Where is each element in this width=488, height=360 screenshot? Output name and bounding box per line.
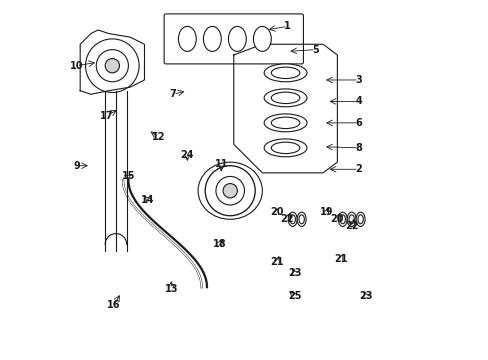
Text: 17: 17 (100, 111, 114, 121)
Text: 18: 18 (212, 239, 226, 249)
Circle shape (205, 166, 255, 216)
Text: 21: 21 (269, 257, 283, 267)
Text: 20: 20 (330, 214, 344, 224)
Ellipse shape (355, 212, 365, 226)
Ellipse shape (264, 139, 306, 157)
Ellipse shape (264, 89, 306, 107)
Text: 1: 1 (284, 21, 290, 31)
Text: 15: 15 (122, 171, 135, 181)
Circle shape (223, 184, 237, 198)
Ellipse shape (228, 26, 246, 51)
Ellipse shape (271, 142, 299, 154)
Ellipse shape (271, 117, 299, 129)
Ellipse shape (346, 212, 355, 226)
Text: 12: 12 (152, 132, 165, 142)
Ellipse shape (287, 212, 297, 226)
Text: 23: 23 (359, 291, 372, 301)
Text: 19: 19 (319, 207, 333, 217)
Circle shape (105, 59, 119, 73)
Text: 16: 16 (107, 300, 121, 310)
Ellipse shape (357, 215, 363, 224)
Polygon shape (80, 30, 144, 94)
Ellipse shape (264, 114, 306, 132)
Ellipse shape (271, 92, 299, 104)
Text: 4: 4 (355, 96, 362, 107)
Text: 8: 8 (355, 143, 362, 153)
Text: 24: 24 (180, 150, 194, 160)
Text: 23: 23 (287, 268, 301, 278)
Text: 22: 22 (344, 221, 358, 231)
Text: 21: 21 (333, 253, 347, 264)
Ellipse shape (264, 64, 306, 82)
Text: 14: 14 (141, 195, 155, 204)
Circle shape (216, 176, 244, 205)
FancyBboxPatch shape (164, 14, 303, 64)
Ellipse shape (339, 215, 345, 224)
Text: 3: 3 (355, 75, 362, 85)
Ellipse shape (178, 26, 196, 51)
Text: 6: 6 (355, 118, 362, 128)
Text: 9: 9 (73, 161, 80, 171)
Ellipse shape (289, 215, 295, 224)
Text: 20: 20 (269, 207, 283, 217)
Text: 25: 25 (287, 291, 301, 301)
Text: 10: 10 (70, 61, 83, 71)
Text: 11: 11 (214, 159, 227, 169)
Text: 7: 7 (169, 89, 176, 99)
Ellipse shape (338, 212, 346, 226)
Ellipse shape (271, 67, 299, 78)
Ellipse shape (348, 215, 354, 224)
Circle shape (96, 50, 128, 82)
Text: 2: 2 (355, 164, 362, 174)
Text: 13: 13 (164, 284, 178, 294)
Ellipse shape (253, 26, 271, 51)
Polygon shape (233, 44, 337, 173)
Ellipse shape (298, 215, 304, 224)
Text: 5: 5 (312, 45, 319, 55)
Ellipse shape (297, 212, 305, 226)
Ellipse shape (203, 26, 221, 51)
Text: 22: 22 (280, 214, 293, 224)
Circle shape (85, 39, 139, 93)
